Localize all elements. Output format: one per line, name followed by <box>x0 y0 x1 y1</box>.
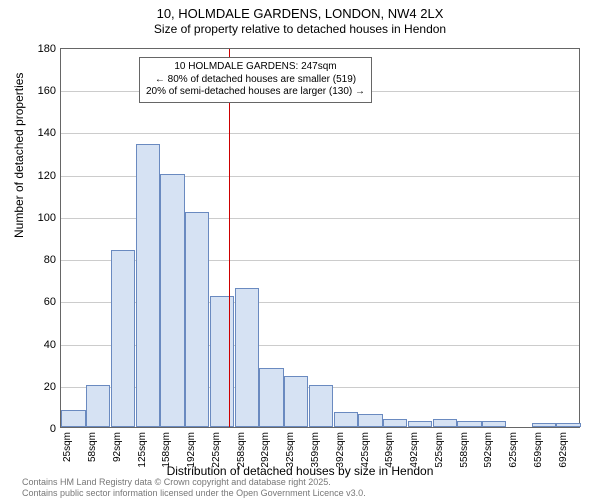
x-tick-label: 625sqm <box>508 432 519 468</box>
histogram-bar <box>358 414 382 427</box>
histogram-bar <box>482 421 506 427</box>
x-tick-label: 225sqm <box>211 432 222 468</box>
y-tick-label: 120 <box>26 170 61 182</box>
x-tick-label: 58sqm <box>87 432 98 462</box>
histogram-bar <box>61 410 85 427</box>
chart-title-main: 10, HOLMDALE GARDENS, LONDON, NW4 2LX <box>0 6 600 21</box>
histogram-bar <box>160 174 184 427</box>
x-tick-label: 25sqm <box>62 432 73 462</box>
x-tick-label: 158sqm <box>161 432 172 468</box>
histogram-bar <box>457 421 481 427</box>
x-tick-label: 125sqm <box>137 432 148 468</box>
x-tick-label: 592sqm <box>483 432 494 468</box>
annotation-line: 20% of semi-detached houses are larger (… <box>146 86 365 99</box>
x-tick-label: 292sqm <box>260 432 271 468</box>
histogram-bar <box>383 419 407 427</box>
histogram-bar <box>532 423 556 427</box>
attribution-footer: Contains HM Land Registry data © Crown c… <box>22 477 366 498</box>
x-tick-label: 359sqm <box>310 432 321 468</box>
plot-area: 02040608010012014016018025sqm58sqm92sqm1… <box>60 48 580 428</box>
histogram-bar <box>556 423 580 427</box>
y-tick-label: 180 <box>26 43 61 55</box>
x-tick-label: 492sqm <box>409 432 420 468</box>
y-tick-label: 160 <box>26 85 61 97</box>
x-tick-label: 459sqm <box>384 432 395 468</box>
x-tick-label: 525sqm <box>434 432 445 468</box>
x-tick-label: 192sqm <box>186 432 197 468</box>
x-tick-label: 558sqm <box>459 432 470 468</box>
annotation-box: 10 HOLMDALE GARDENS: 247sqm← 80% of deta… <box>139 57 372 103</box>
histogram-bar <box>210 296 234 427</box>
gridline <box>61 133 579 134</box>
y-tick-label: 80 <box>26 254 61 266</box>
reference-line <box>229 49 230 427</box>
histogram-bar <box>86 385 110 427</box>
histogram-bar <box>111 250 135 427</box>
histogram-bar <box>309 385 333 427</box>
y-tick-label: 20 <box>26 381 61 393</box>
y-tick-label: 100 <box>26 212 61 224</box>
y-tick-label: 60 <box>26 296 61 308</box>
x-tick-label: 659sqm <box>533 432 544 468</box>
histogram-bar <box>408 421 432 427</box>
histogram-bar <box>284 376 308 427</box>
y-axis-label: Number of detached properties <box>12 73 26 238</box>
annotation-line: 10 HOLMDALE GARDENS: 247sqm <box>146 61 365 74</box>
footer-line-2: Contains public sector information licen… <box>22 488 366 498</box>
x-tick-label: 325sqm <box>285 432 296 468</box>
histogram-bar <box>235 288 259 427</box>
annotation-line: ← 80% of detached houses are smaller (51… <box>146 74 365 87</box>
footer-line-1: Contains HM Land Registry data © Crown c… <box>22 477 366 487</box>
x-axis-label: Distribution of detached houses by size … <box>0 464 600 478</box>
x-tick-label: 425sqm <box>360 432 371 468</box>
x-tick-label: 258sqm <box>236 432 247 468</box>
y-tick-label: 40 <box>26 339 61 351</box>
chart-title-sub: Size of property relative to detached ho… <box>0 22 600 36</box>
histogram-bar <box>259 368 283 427</box>
histogram-bar <box>433 419 457 427</box>
histogram-bar <box>185 212 209 427</box>
x-tick-label: 392sqm <box>335 432 346 468</box>
x-tick-label: 92sqm <box>112 432 123 462</box>
y-tick-label: 140 <box>26 127 61 139</box>
histogram-bar <box>334 412 358 427</box>
histogram-bar <box>136 144 160 427</box>
y-tick-label: 0 <box>26 423 61 435</box>
x-tick-label: 692sqm <box>558 432 569 468</box>
